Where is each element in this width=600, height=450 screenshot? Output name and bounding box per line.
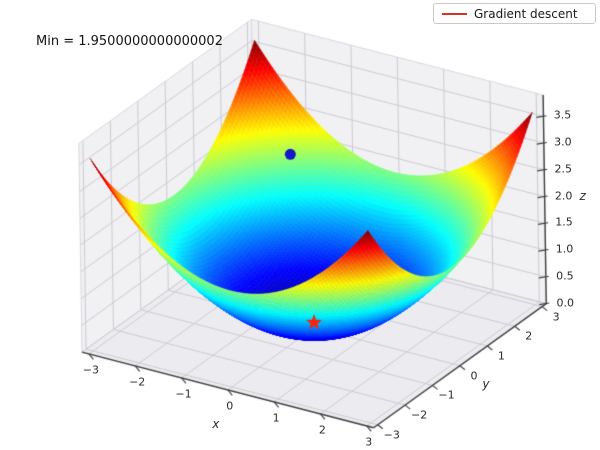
- legend-label: Gradient descent: [474, 6, 578, 21]
- legend-line-sample: [442, 12, 467, 15]
- legend: Gradient descent: [433, 3, 596, 24]
- min-annotation: Min = 1.9500000000000002: [36, 34, 223, 49]
